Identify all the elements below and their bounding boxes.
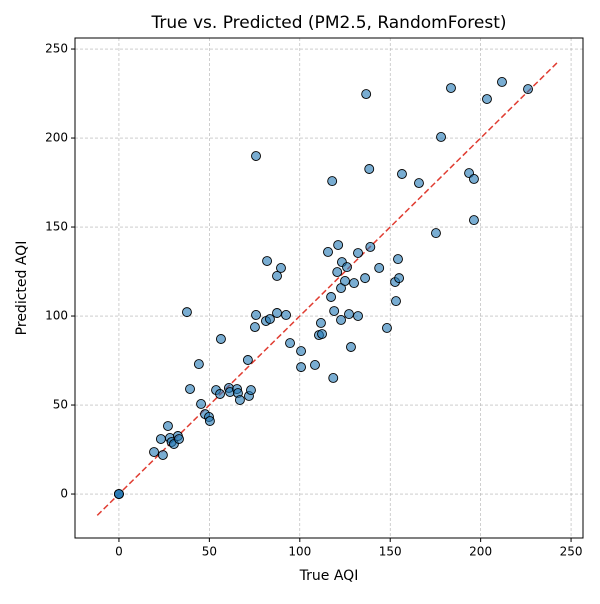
y-tick-label: 200 bbox=[45, 131, 68, 145]
point bbox=[360, 273, 371, 284]
y-tick-label: 50 bbox=[53, 398, 68, 412]
point bbox=[242, 355, 253, 365]
point bbox=[353, 311, 363, 321]
point bbox=[342, 262, 352, 273]
point bbox=[265, 314, 275, 325]
point bbox=[285, 338, 295, 349]
point bbox=[482, 94, 492, 105]
y-tick-label: 250 bbox=[45, 42, 68, 56]
point bbox=[249, 322, 260, 333]
point bbox=[394, 273, 405, 284]
point bbox=[436, 132, 446, 142]
x-tick-label: 250 bbox=[560, 545, 583, 559]
x-axis-label: True AQI bbox=[299, 568, 359, 584]
point bbox=[497, 77, 507, 87]
point bbox=[113, 489, 124, 499]
point bbox=[317, 329, 327, 339]
point bbox=[349, 278, 359, 289]
point bbox=[374, 263, 385, 273]
point bbox=[414, 178, 424, 189]
point bbox=[196, 399, 207, 409]
point bbox=[272, 271, 282, 281]
point bbox=[251, 310, 261, 320]
point bbox=[251, 151, 261, 161]
x-tick-label: 0 bbox=[115, 545, 123, 559]
point bbox=[382, 323, 392, 333]
point bbox=[361, 89, 372, 100]
point bbox=[174, 434, 184, 444]
point bbox=[353, 248, 363, 258]
point bbox=[336, 315, 346, 325]
point bbox=[281, 310, 291, 320]
point bbox=[346, 342, 356, 352]
point bbox=[246, 385, 256, 396]
point bbox=[328, 373, 339, 383]
point bbox=[446, 83, 456, 93]
point bbox=[272, 308, 282, 318]
point bbox=[204, 416, 215, 427]
point bbox=[468, 215, 479, 226]
point bbox=[296, 362, 307, 373]
chart-title: True vs. Predicted (PM2.5, RandomForest) bbox=[150, 13, 506, 33]
point bbox=[149, 447, 159, 457]
point bbox=[431, 228, 441, 239]
point bbox=[327, 176, 338, 187]
point bbox=[262, 256, 273, 266]
point bbox=[155, 434, 166, 444]
point bbox=[393, 254, 403, 265]
point bbox=[329, 306, 340, 317]
point bbox=[215, 389, 225, 399]
point bbox=[344, 309, 354, 320]
point bbox=[365, 242, 376, 252]
point bbox=[397, 169, 407, 179]
y-axis-label: Predicted AQI bbox=[14, 241, 30, 336]
point bbox=[215, 334, 226, 344]
point bbox=[276, 263, 286, 273]
point bbox=[468, 174, 479, 184]
y-tick-label: 150 bbox=[45, 220, 68, 234]
point bbox=[333, 240, 344, 250]
point bbox=[323, 247, 333, 257]
point bbox=[185, 384, 195, 394]
point bbox=[523, 84, 533, 95]
point bbox=[181, 307, 192, 318]
point bbox=[234, 395, 245, 406]
point bbox=[332, 267, 343, 278]
point bbox=[296, 346, 307, 357]
x-tick-label: 50 bbox=[202, 545, 217, 559]
x-tick-label: 100 bbox=[288, 545, 311, 559]
point bbox=[157, 450, 168, 461]
x-tick-label: 200 bbox=[469, 545, 492, 559]
point bbox=[364, 164, 375, 174]
reference-line bbox=[96, 60, 559, 516]
point bbox=[326, 292, 337, 302]
point bbox=[316, 318, 326, 328]
point bbox=[391, 296, 401, 307]
plot-frame bbox=[74, 37, 584, 539]
point bbox=[163, 421, 173, 431]
point bbox=[340, 276, 350, 286]
y-tick-label: 100 bbox=[45, 309, 68, 323]
point bbox=[193, 359, 204, 370]
point bbox=[310, 360, 320, 370]
y-tick-label: 0 bbox=[60, 487, 68, 501]
x-tick-label: 150 bbox=[379, 545, 402, 559]
